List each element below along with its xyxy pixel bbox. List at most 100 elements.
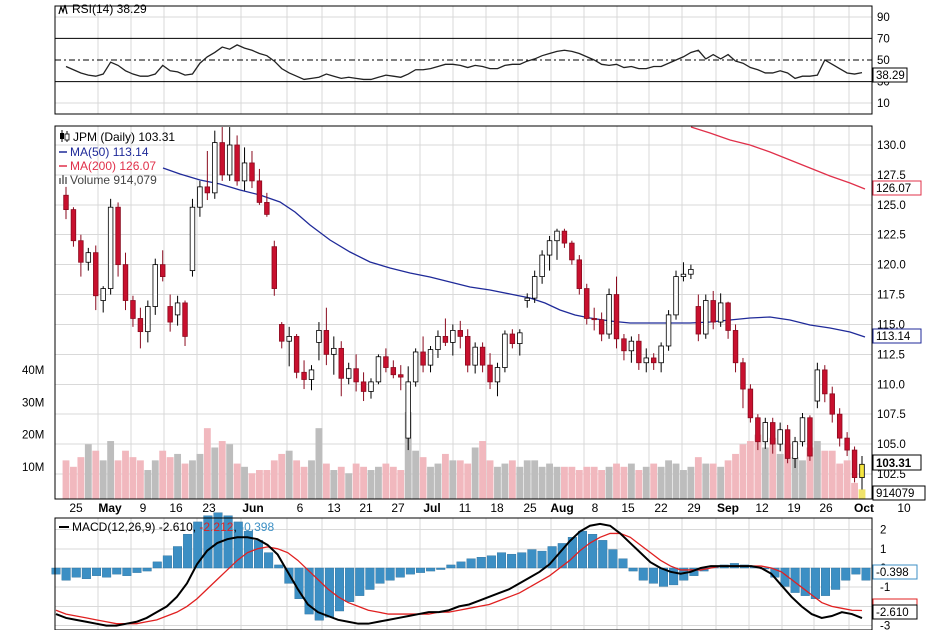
candle (293, 334, 300, 379)
macd-hist-bar (61, 567, 71, 581)
candle (487, 353, 493, 390)
candle (740, 357, 746, 409)
candle-body (710, 300, 716, 323)
macd-hist-bar (193, 521, 203, 569)
candle (63, 186, 69, 220)
candle-body (747, 388, 754, 419)
volume-bar (92, 450, 100, 499)
candle-body (368, 381, 374, 392)
candle-body (234, 144, 240, 182)
candle-body (665, 314, 672, 347)
candle (524, 293, 530, 308)
volume-bar (241, 466, 248, 499)
volume-bar (330, 470, 338, 499)
rsi-legend-label: RSI(14) 38.29 (72, 2, 147, 16)
volume-bar (531, 460, 539, 499)
candle-body (561, 230, 568, 244)
macd-hist-bar (142, 567, 152, 572)
macd-hist-bar (820, 567, 831, 596)
macd-hist-bar (658, 567, 669, 587)
macd-panel: MACD(12,26,9) -2.610, -2.212, -0.398 210… (51, 512, 918, 630)
macd-hist-bar (203, 515, 213, 569)
macd-hist-bar (567, 537, 577, 569)
candle (241, 147, 248, 191)
volume-bar (367, 470, 375, 499)
volume-bar (665, 460, 673, 499)
x-label: Aug (550, 501, 573, 515)
price-axis-ticks: 102.5 105.0 107.5 110.0 112.5 115.0 117.5 120.0… (877, 140, 906, 481)
volume-bar (352, 463, 360, 499)
candle (502, 330, 508, 373)
candle-body (554, 230, 560, 242)
candle-body (167, 306, 173, 323)
volume-bar (523, 460, 531, 499)
candle (643, 348, 649, 373)
candle-body (569, 242, 575, 261)
x-label: 15 (621, 501, 635, 515)
volume-bar (337, 466, 345, 499)
candle (338, 341, 344, 397)
candle (249, 150, 255, 189)
volume-bar (687, 466, 695, 499)
macd-hist-bar (345, 567, 355, 602)
candle-body (323, 330, 330, 355)
macd-hist-bar (223, 515, 233, 569)
volume-bar (598, 470, 606, 499)
candle-body (174, 302, 181, 316)
candle (465, 329, 471, 373)
candle (807, 415, 813, 461)
candle-body (152, 264, 158, 307)
volume-bar (114, 460, 122, 499)
candle (152, 258, 158, 315)
rsi-tick-70: 70 (877, 33, 890, 45)
macd-hist-bar (446, 564, 456, 569)
x-label: 18 (490, 501, 504, 515)
volume-value-box (872, 485, 926, 501)
volume-bar (404, 412, 412, 499)
ma200-value-box (872, 180, 922, 196)
ma200-value-tag: 126.07 (872, 180, 922, 196)
macd-value-box (872, 604, 918, 620)
price-tick-117.5: 117.5 (877, 290, 905, 302)
candle-body (63, 194, 69, 211)
volume-bar (642, 466, 650, 499)
ma200-value-label: 126.07 (876, 183, 911, 195)
candle (747, 384, 754, 423)
candle-body (636, 340, 642, 364)
price-panel: JPM (Daily) 103.31 MA(50) 113.14 MA(200)… (22, 125, 926, 515)
macd-hist-bar (628, 567, 638, 572)
candle-body (427, 349, 434, 366)
volume-bar (300, 466, 308, 499)
macd-hist-bar (790, 567, 800, 593)
macd-hist-bar (831, 567, 841, 590)
volume-bar (464, 463, 472, 499)
volume-bar (345, 473, 353, 499)
candle-body (435, 336, 441, 350)
macd-hist-bar (365, 567, 375, 590)
candle (219, 127, 225, 181)
candle-body (606, 294, 612, 335)
volume-bar (218, 441, 226, 499)
macd-hist-bar (496, 552, 507, 569)
macd-hist-bar (618, 558, 628, 569)
candle (673, 270, 679, 320)
volume-bars-icon (59, 175, 67, 184)
volume-bar (151, 460, 159, 499)
macd-hist-bar (375, 567, 385, 584)
macd-hist-bar (385, 567, 395, 581)
volume-bar (799, 460, 806, 499)
candle (174, 295, 181, 326)
candle (732, 324, 739, 373)
candle-body (130, 300, 136, 319)
volume-bar (605, 466, 613, 499)
volume-bar (412, 450, 420, 499)
macd-name: MACD(12,26,9) (72, 520, 155, 534)
candle (755, 414, 761, 451)
candle-body (331, 347, 337, 355)
macd-hist-bar (314, 567, 324, 621)
macd-hist-bar (800, 567, 810, 596)
candle-body (807, 417, 813, 457)
candle-body (405, 381, 411, 439)
volume-bar (724, 460, 732, 499)
candle-body (345, 368, 352, 379)
